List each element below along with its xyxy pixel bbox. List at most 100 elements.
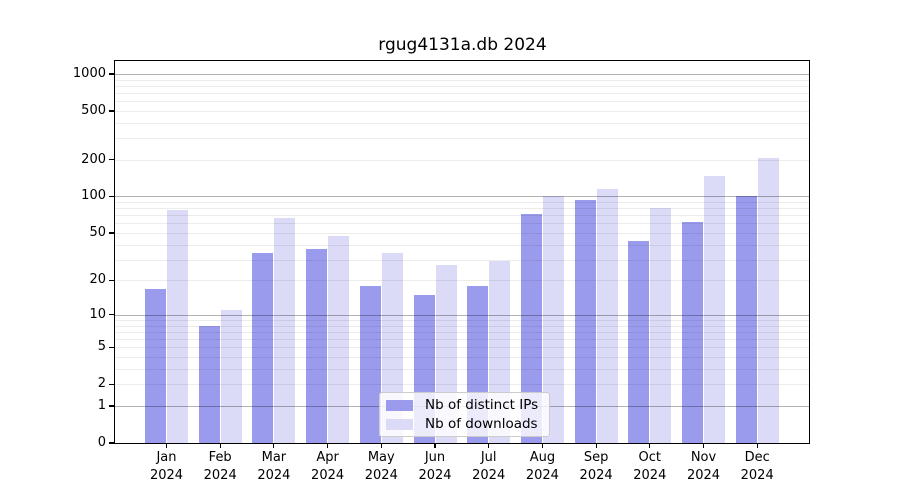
x-tick-mark [595, 443, 597, 448]
x-tick-year: 2024 [472, 468, 506, 483]
x-tick-mark [649, 443, 651, 448]
bar-downloads [220, 310, 242, 443]
y-tick-label: 2 [97, 376, 106, 392]
bar-distinct-ips [520, 213, 542, 443]
bar-downloads [704, 176, 725, 443]
x-tick-label: Jan 2024 [140, 449, 194, 485]
y-tick-label: 500 [81, 102, 106, 118]
bar-distinct-ips [359, 285, 381, 443]
x-tick-month: Feb [208, 450, 232, 465]
y-tick-label: 1 [97, 397, 106, 413]
bar-distinct-ips [198, 325, 220, 443]
bar-distinct-ips [145, 288, 166, 443]
x-tick-year: 2024 [257, 468, 291, 483]
bar-downloads [274, 217, 296, 443]
x-tick-mark [165, 443, 168, 448]
x-tick-mark [702, 443, 705, 448]
x-tick-month: May [367, 450, 395, 465]
y-tick-mark [109, 73, 115, 75]
legend-label-distinct-ips: Nb of distinct IPs [425, 397, 539, 413]
x-tick-year: 2024 [633, 468, 667, 483]
y-tick-mark [109, 159, 115, 161]
chart-title: rgug4131a.db 2024 [378, 35, 547, 55]
x-tick-year: 2024 [149, 468, 184, 483]
legend: Nb of distinct IPs Nb of downloads [379, 392, 550, 437]
x-tick-mark [380, 443, 382, 448]
x-tick-year: 2024 [311, 468, 345, 483]
legend-row-distinct-ips: Nb of distinct IPs [386, 397, 541, 413]
plot-area [114, 60, 810, 444]
x-tick-year: 2024 [418, 468, 452, 483]
bar-distinct-ips [682, 221, 703, 443]
bar-downloads [596, 189, 618, 443]
bar-downloads [328, 236, 350, 443]
x-tick-label: Sep 2024 [569, 449, 623, 485]
y-tick-label: 100 [81, 188, 106, 204]
y-tick-label: 10 [89, 306, 106, 322]
y-tick-mark [109, 110, 115, 112]
bar-distinct-ips [735, 196, 757, 443]
y-tick-mark [109, 195, 115, 198]
y-tick-mark [109, 279, 115, 281]
bar-downloads [757, 158, 779, 443]
y-tick-mark [109, 405, 115, 407]
bar-downloads [542, 196, 564, 443]
x-tick-mark [541, 443, 543, 448]
y-tick-mark [109, 232, 115, 234]
legend-label-downloads: Nb of downloads [425, 416, 538, 432]
bar-downloads [167, 210, 188, 443]
x-tick-year: 2024 [686, 468, 721, 483]
x-tick-year: 2024 [203, 468, 237, 483]
x-tick-mark [219, 443, 221, 448]
legend-swatch-downloads [386, 418, 413, 430]
x-tick-mark [434, 443, 436, 448]
x-tick-label: May 2024 [354, 449, 408, 485]
x-tick-label: Nov 2024 [677, 449, 731, 485]
x-tick-month: Jan [156, 450, 177, 465]
x-tick-month: Aug [529, 450, 556, 465]
x-tick-label: Aug 2024 [515, 449, 569, 485]
y-tick-mark [109, 442, 115, 444]
y-tick-mark [109, 383, 115, 385]
x-tick-label: Mar 2024 [247, 449, 301, 485]
bar-distinct-ips [306, 248, 328, 443]
x-tick-label: Jun 2024 [408, 449, 462, 485]
bar-downloads [650, 208, 672, 443]
x-tick-mark [488, 443, 490, 448]
legend-swatch-distinct-ips [386, 399, 413, 411]
x-tick-month: Jul [480, 450, 497, 465]
x-tick-mark [756, 443, 758, 448]
x-tick-mark [327, 443, 329, 448]
legend-row-downloads: Nb of downloads [386, 416, 541, 432]
x-tick-year: 2024 [740, 468, 774, 483]
y-tick-label: 1000 [72, 65, 106, 81]
x-tick-mark [273, 443, 275, 448]
y-tick-label: 5 [97, 339, 106, 355]
x-tick-year: 2024 [364, 468, 398, 483]
bar-distinct-ips [574, 200, 596, 443]
y-tick-mark [109, 346, 115, 348]
bar-distinct-ips [628, 240, 650, 443]
x-tick-label: Oct 2024 [623, 449, 677, 485]
y-tick-mark [109, 314, 115, 316]
y-tick-label: 0 [97, 435, 106, 450]
x-tick-year: 2024 [525, 468, 559, 483]
x-tick-month: Mar [261, 450, 287, 465]
y-tick-label: 50 [89, 224, 106, 240]
bar-distinct-ips [252, 253, 274, 443]
bars-layer [115, 61, 809, 443]
y-tick-label: 200 [81, 151, 106, 167]
x-tick-label: Jul 2024 [462, 449, 516, 485]
x-tick-month: Oct [638, 450, 662, 465]
x-tick-month: Nov [690, 450, 717, 465]
x-tick-month: Jun [424, 450, 446, 465]
x-tick-month: Apr [316, 450, 339, 465]
x-tick-label: Dec 2024 [730, 449, 784, 485]
x-tick-month: Dec [744, 450, 770, 465]
y-tick-label: 20 [89, 272, 106, 288]
x-tick-label: Apr 2024 [301, 449, 355, 485]
x-tick-label: Feb 2024 [193, 449, 247, 485]
x-tick-month: Sep [583, 450, 609, 465]
x-tick-year: 2024 [579, 468, 613, 483]
